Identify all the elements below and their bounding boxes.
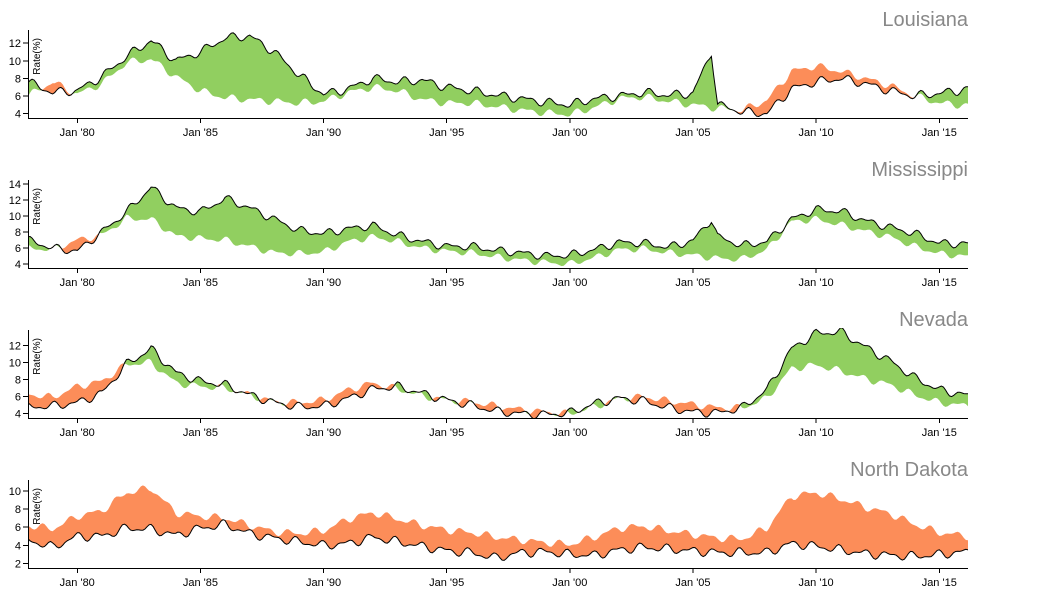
- x-tick-label: Jan '10: [799, 577, 834, 589]
- y-axis-label: Rate(%): [32, 38, 43, 75]
- x-tick-label: Jan '95: [429, 577, 464, 589]
- y-tick-label: 4: [15, 259, 21, 271]
- area-below-1: [42, 82, 72, 96]
- x-tick-label: Jan '15: [922, 127, 957, 139]
- x-tick-label: Jan '85: [183, 127, 218, 139]
- panel-title: Louisiana: [882, 9, 969, 31]
- y-tick-label: 10: [9, 56, 21, 68]
- x-tick-label: Jan '05: [675, 277, 710, 289]
- panel-title: Mississippi: [871, 159, 968, 181]
- panel-nevada: Jan '80 Jan '85 Jan '90 Jan '95 Jan '00 Jan '…: [9, 309, 969, 439]
- x-tick-label: Jan '10: [799, 277, 834, 289]
- y-tick-label: 6: [15, 392, 21, 404]
- panel-louisiana: Jan '80 Jan '85 Jan '90 Jan '95 Jan '00 Jan '…: [9, 9, 969, 139]
- area-above-19: [421, 391, 433, 401]
- x-tick-label: Jan '95: [429, 427, 464, 439]
- plot-area: [28, 328, 968, 419]
- y-tick-label: 8: [15, 227, 21, 239]
- x-tick-label: Jan '05: [675, 577, 710, 589]
- x-tick-label: Jan '85: [183, 277, 218, 289]
- panel-title: North Dakota: [850, 459, 969, 481]
- y-tick-label: 10: [9, 357, 21, 369]
- x-tick-label: Jan '80: [60, 427, 95, 439]
- x-tick-label: Jan '85: [183, 427, 218, 439]
- x-tick-label: Jan '90: [306, 427, 341, 439]
- x-tick-label: Jan '00: [552, 577, 587, 589]
- x-tick-label: Jan '95: [429, 127, 464, 139]
- y-tick-label: 2: [15, 558, 21, 570]
- x-tick-label: Jan '00: [552, 427, 587, 439]
- plot-area: [28, 33, 968, 117]
- x-tick-label: Jan '05: [675, 127, 710, 139]
- plot-area: [28, 485, 968, 560]
- area-above-0: [28, 237, 50, 252]
- y-tick-label: 4: [15, 109, 21, 121]
- panel-title: Nevada: [899, 309, 969, 331]
- area-above-4: [99, 187, 968, 266]
- area-above-47: [740, 328, 968, 409]
- y-tick-label: 10: [9, 211, 21, 223]
- x-tick-label: Jan '85: [183, 577, 218, 589]
- area-below-3: [733, 63, 915, 116]
- x-tick-label: Jan '80: [60, 277, 95, 289]
- area-above-2: [72, 33, 734, 117]
- x-tick-label: Jan '90: [306, 577, 341, 589]
- y-tick-label: 8: [15, 504, 21, 516]
- y-axis-label: Rate(%): [32, 488, 43, 525]
- area-below-14: [301, 382, 395, 409]
- y-tick-label: 6: [15, 243, 21, 255]
- x-tick-label: Jan '80: [60, 127, 95, 139]
- panel-north-dakota: Jan '80 Jan '85 Jan '90 Jan '95 Jan '00 Jan '…: [9, 459, 969, 589]
- x-tick-label: Jan '05: [675, 427, 710, 439]
- x-tick-label: Jan '95: [429, 277, 464, 289]
- area-below-0: [28, 485, 223, 548]
- x-tick-label: Jan '00: [552, 277, 587, 289]
- y-tick-label: 4: [15, 409, 21, 421]
- area-above-4: [915, 87, 968, 109]
- x-tick-label: Jan '80: [60, 577, 95, 589]
- x-tick-label: Jan '10: [799, 127, 834, 139]
- y-tick-label: 4: [15, 540, 21, 552]
- x-tick-label: Jan '10: [799, 427, 834, 439]
- y-tick-label: 10: [9, 486, 21, 498]
- y-tick-label: 8: [15, 375, 21, 387]
- x-tick-label: Jan '90: [306, 277, 341, 289]
- x-tick-label: Jan '15: [922, 277, 957, 289]
- y-tick-label: 12: [9, 195, 21, 207]
- area-above-1: [124, 346, 217, 390]
- x-tick-label: Jan '15: [922, 427, 957, 439]
- plot-area: [28, 187, 968, 266]
- x-tick-label: Jan '00: [552, 127, 587, 139]
- y-axis-label: Rate(%): [32, 188, 43, 225]
- y-tick-label: 6: [15, 91, 21, 103]
- area-below-2: [224, 492, 968, 561]
- y-tick-label: 6: [15, 522, 21, 534]
- panel-mississippi: Jan '80 Jan '85 Jan '90 Jan '95 Jan '00 Jan '…: [9, 159, 968, 289]
- y-tick-label: 12: [9, 340, 21, 352]
- y-tick-label: 12: [9, 38, 21, 50]
- x-tick-label: Jan '15: [922, 577, 957, 589]
- y-tick-label: 14: [9, 179, 21, 191]
- x-tick-label: Jan '90: [306, 127, 341, 139]
- y-tick-label: 8: [15, 73, 21, 85]
- y-axis-label: Rate(%): [32, 338, 43, 375]
